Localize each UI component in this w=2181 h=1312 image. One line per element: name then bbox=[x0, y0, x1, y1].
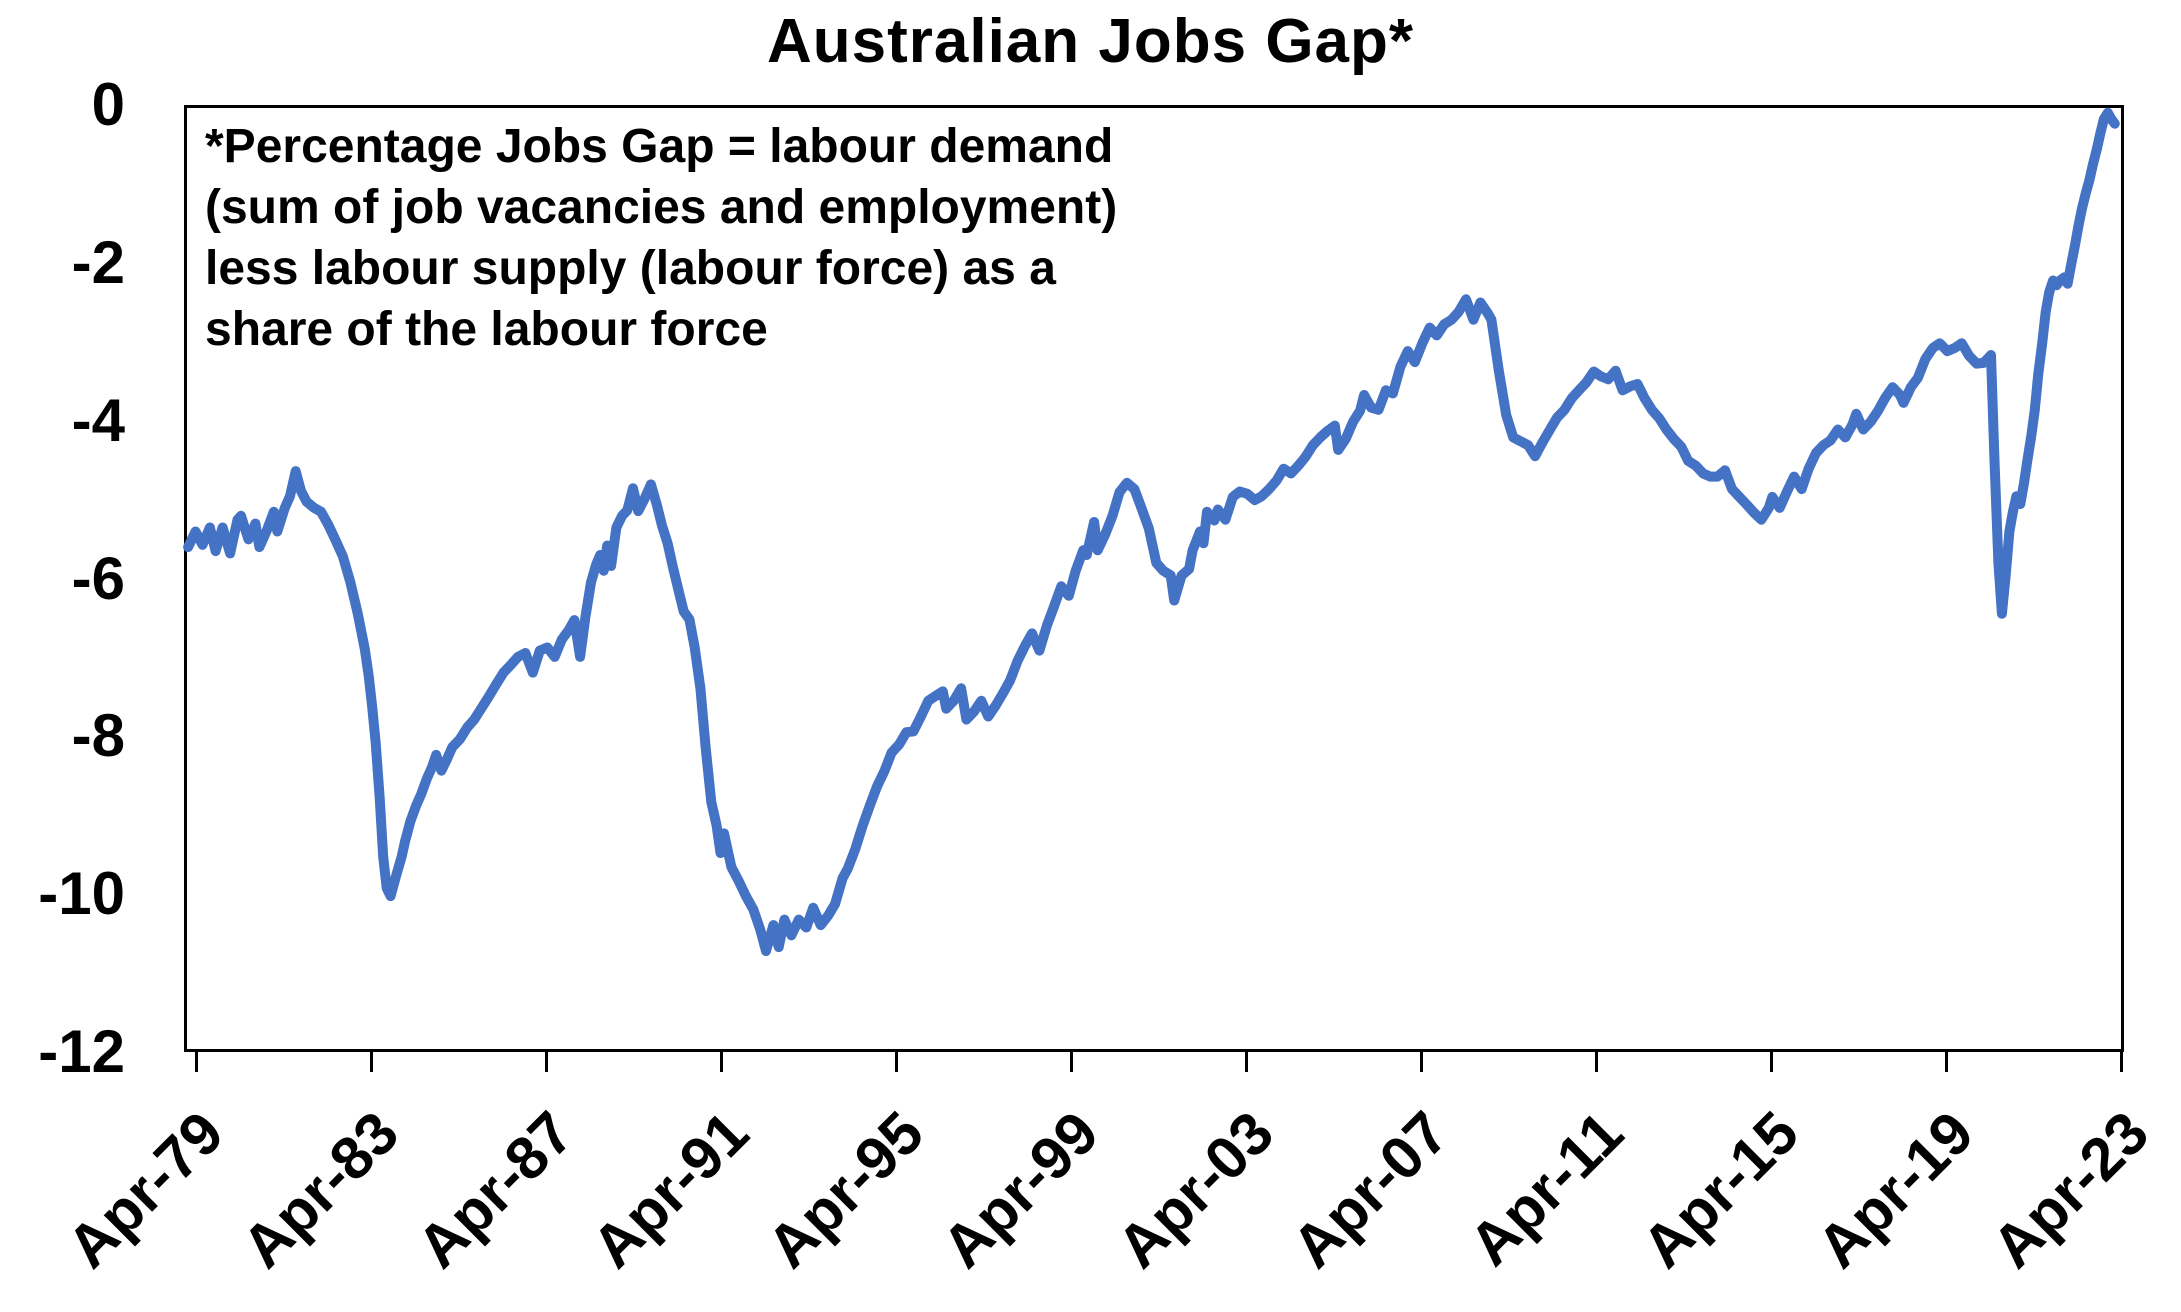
x-tick-mark bbox=[194, 1052, 198, 1072]
x-tick-label: Apr-07 bbox=[1279, 1098, 1462, 1281]
chart-title: Australian Jobs Gap* bbox=[766, 7, 1415, 76]
y-tick-label: -4 bbox=[71, 386, 125, 454]
annotation-line: (sum of job vacancies and employment) bbox=[205, 181, 1118, 234]
y-tick-label: 0 bbox=[91, 71, 125, 138]
x-tick-mark bbox=[544, 1052, 548, 1072]
x-tick-mark bbox=[719, 1052, 723, 1072]
x-tick-mark bbox=[1244, 1052, 1248, 1072]
x-tick-label: Apr-11 bbox=[1456, 1098, 1637, 1279]
y-tick-label: -8 bbox=[71, 702, 125, 770]
plot-area bbox=[183, 105, 2124, 1052]
y-tick-label: -6 bbox=[71, 544, 125, 612]
x-tick-mark bbox=[1419, 1052, 1423, 1072]
x-tick-mark bbox=[1069, 1052, 1073, 1072]
x-tick-label: Apr-79 bbox=[54, 1098, 237, 1281]
x-tick-label: Apr-91 bbox=[579, 1098, 762, 1281]
x-tick-label: Apr-15 bbox=[1629, 1098, 1812, 1281]
y-tick-label: -2 bbox=[71, 228, 125, 296]
x-tick-label: Apr-99 bbox=[929, 1098, 1112, 1281]
x-tick-label: Apr-19 bbox=[1804, 1098, 1987, 1281]
x-tick-label: Apr-87 bbox=[404, 1098, 587, 1281]
x-tick-mark bbox=[369, 1052, 373, 1072]
jobs-gap-line-chart bbox=[183, 107, 2120, 956]
x-tick-label: Apr-95 bbox=[754, 1098, 937, 1281]
jobs-gap-series-line bbox=[183, 107, 2120, 956]
x-tick-label: Apr-83 bbox=[229, 1098, 412, 1281]
annotation-line: share of the labour force bbox=[205, 303, 768, 356]
annotation-line: *Percentage Jobs Gap = labour demand bbox=[205, 120, 1114, 173]
y-tick-label: -10 bbox=[38, 860, 125, 928]
x-tick-mark bbox=[1769, 1052, 1773, 1072]
x-tick-mark bbox=[2119, 1052, 2123, 1072]
x-tick-label: Apr-23 bbox=[1979, 1098, 2162, 1281]
x-tick-mark bbox=[894, 1052, 898, 1072]
annotation-note: *Percentage Jobs Gap = labour demand (sum… bbox=[205, 116, 1117, 360]
x-tick-label: Apr-03 bbox=[1104, 1098, 1287, 1281]
y-tick-label: -12 bbox=[38, 1018, 125, 1085]
x-tick-mark bbox=[1944, 1052, 1948, 1072]
x-tick-mark bbox=[1594, 1052, 1598, 1072]
annotation-line: less labour supply (labour force) as a bbox=[205, 242, 1056, 295]
